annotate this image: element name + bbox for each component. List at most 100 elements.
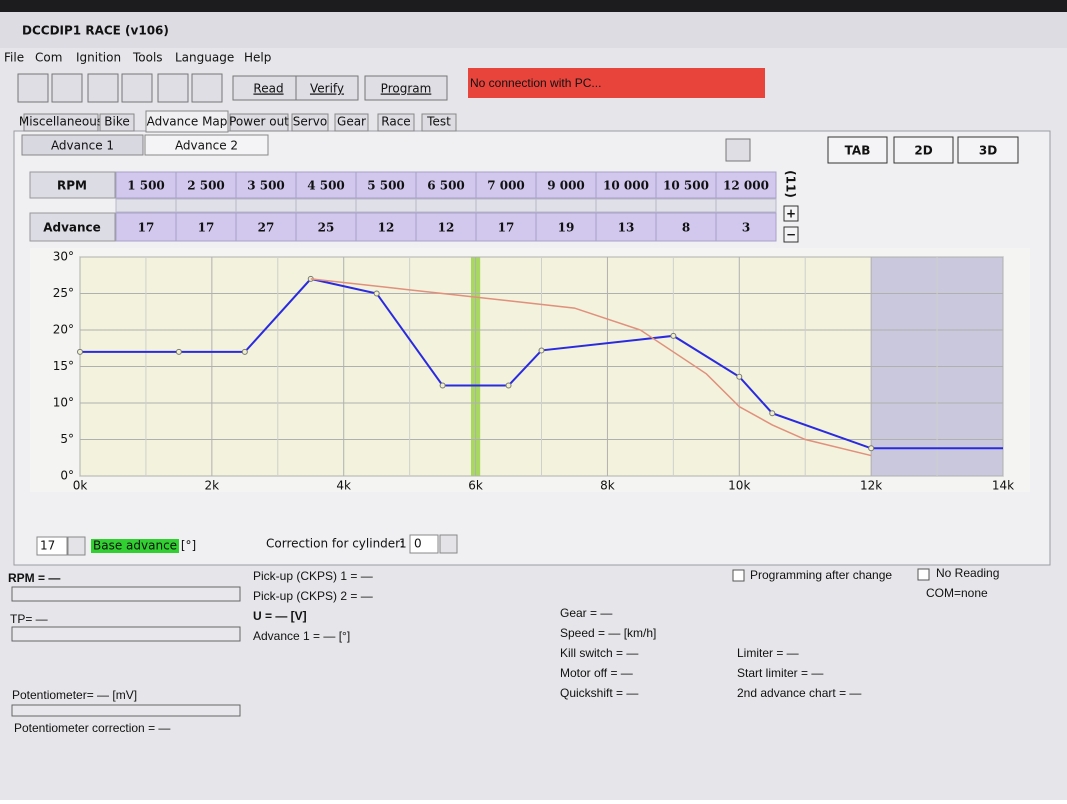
rpm-value[interactable]: 3 500 — [247, 179, 285, 193]
view-button[interactable] — [893, 136, 954, 164]
menu-item[interactable]: Help — [244, 51, 271, 65]
advance-value[interactable]: 27 — [258, 221, 275, 235]
spin-arrows[interactable] — [67, 536, 86, 556]
data-point[interactable] — [373, 290, 380, 297]
rpm-value[interactable]: 5 500 — [367, 179, 405, 193]
view-button-label[interactable]: 3D — [979, 144, 997, 158]
tab-label[interactable]: Race — [381, 115, 410, 129]
menu-item[interactable]: Tools — [132, 51, 163, 65]
advance-value[interactable]: 3 — [742, 221, 750, 235]
tab[interactable] — [377, 113, 415, 132]
rpm-cell[interactable] — [235, 171, 297, 199]
advance-value[interactable]: 17 — [198, 221, 215, 235]
tab-label[interactable]: Test — [426, 115, 451, 129]
tab-label[interactable]: Power out — [229, 115, 289, 129]
correction-value[interactable]: 0 — [414, 537, 422, 551]
remove-button[interactable] — [783, 226, 799, 243]
rpm-value[interactable]: 4 500 — [307, 179, 345, 193]
subtab-label[interactable]: Advance 1 — [51, 139, 114, 153]
menu-item[interactable]: Language — [175, 51, 234, 65]
view-button[interactable] — [957, 136, 1019, 164]
menu-item[interactable]: File — [4, 51, 24, 65]
rpm-value[interactable]: 1 500 — [127, 179, 165, 193]
copy-icon[interactable] — [725, 138, 751, 162]
correction-box[interactable] — [409, 534, 439, 554]
advance-value[interactable]: 17 — [498, 221, 515, 235]
menu-item[interactable]: Ignition — [76, 51, 121, 65]
rpm-value[interactable]: 7 000 — [487, 179, 525, 193]
rpm-cell[interactable] — [595, 171, 657, 199]
add-button[interactable] — [783, 205, 799, 222]
advance-value[interactable]: 12 — [378, 221, 395, 235]
subtab[interactable] — [21, 134, 144, 156]
rpm-value[interactable]: 10 000 — [603, 179, 649, 193]
view-button[interactable] — [827, 136, 888, 164]
toolbar-button-label[interactable]: Read — [253, 82, 283, 96]
tab[interactable] — [99, 113, 135, 132]
data-point[interactable] — [505, 382, 512, 389]
rpm-value[interactable]: 12 000 — [723, 179, 769, 193]
tab[interactable] — [421, 113, 457, 132]
toolbar-button[interactable] — [364, 75, 448, 101]
rpm-cell[interactable] — [175, 171, 237, 199]
data-point[interactable] — [868, 445, 875, 452]
toolbar-icon[interactable] — [17, 73, 49, 103]
no-reading-checkbox[interactable] — [917, 568, 930, 581]
rpm-cell[interactable] — [655, 171, 717, 199]
rpm-cell[interactable] — [415, 171, 477, 199]
data-point[interactable] — [769, 410, 776, 417]
rpm-value[interactable]: 2 500 — [187, 179, 225, 193]
tab[interactable] — [145, 110, 229, 133]
advance-cell[interactable] — [175, 212, 237, 242]
view-button-label[interactable]: TAB — [845, 144, 871, 158]
view-button-label[interactable]: 2D — [914, 144, 932, 158]
toolbar-button-label[interactable]: Program — [381, 82, 432, 96]
remove-label[interactable]: − — [786, 228, 796, 242]
toolbar-button[interactable] — [232, 75, 305, 101]
toolbar-icon[interactable] — [191, 73, 223, 103]
advance-value[interactable]: 8 — [682, 221, 690, 235]
advance-value[interactable]: 12 — [438, 221, 455, 235]
tab[interactable] — [23, 113, 99, 132]
advance-value[interactable]: 25 — [318, 221, 335, 235]
tab[interactable] — [334, 113, 369, 132]
advance-value[interactable]: 13 — [618, 221, 635, 235]
advance-cell[interactable] — [415, 212, 477, 242]
toolbar-icon[interactable] — [87, 73, 119, 103]
data-point[interactable] — [77, 348, 83, 355]
toolbar-icon[interactable] — [121, 73, 153, 103]
tab-label[interactable]: Bike — [104, 115, 129, 129]
rpm-value[interactable]: 9 000 — [547, 179, 585, 193]
tab-label[interactable]: Advance Map — [147, 115, 228, 129]
toolbar-icon[interactable] — [51, 73, 83, 103]
tab-label[interactable]: Servo — [293, 115, 327, 129]
advance-cell[interactable] — [235, 212, 297, 242]
subtab-label[interactable]: Advance 2 — [175, 139, 238, 153]
advance-cell[interactable] — [295, 212, 357, 242]
spin-value[interactable]: 17 — [40, 539, 55, 553]
menu-item[interactable]: Com — [35, 51, 62, 65]
advance-value[interactable]: 19 — [558, 221, 575, 235]
data-point[interactable] — [736, 373, 743, 380]
add-label[interactable]: + — [786, 207, 796, 221]
data-point[interactable] — [538, 347, 545, 354]
tab-label[interactable]: Miscellaneous — [19, 115, 103, 129]
data-point[interactable] — [439, 382, 446, 389]
subtab[interactable] — [144, 134, 269, 156]
rpm-cell[interactable] — [475, 171, 537, 199]
data-point[interactable] — [670, 332, 677, 339]
spin-box[interactable] — [36, 536, 68, 556]
rpm-value[interactable]: 6 500 — [427, 179, 465, 193]
advance-cell[interactable] — [655, 212, 717, 242]
toolbar-icon[interactable] — [157, 73, 189, 103]
tab-label[interactable]: Gear — [337, 115, 366, 129]
data-point[interactable] — [175, 348, 182, 355]
programming-checkbox[interactable] — [732, 569, 745, 582]
rpm-cell[interactable] — [535, 171, 597, 199]
tab[interactable] — [229, 113, 289, 132]
data-point[interactable] — [241, 348, 248, 355]
tab[interactable] — [291, 113, 329, 132]
correction-arrows[interactable] — [439, 534, 458, 554]
toolbar-button[interactable] — [295, 75, 359, 101]
advance-value[interactable]: 17 — [138, 221, 155, 235]
